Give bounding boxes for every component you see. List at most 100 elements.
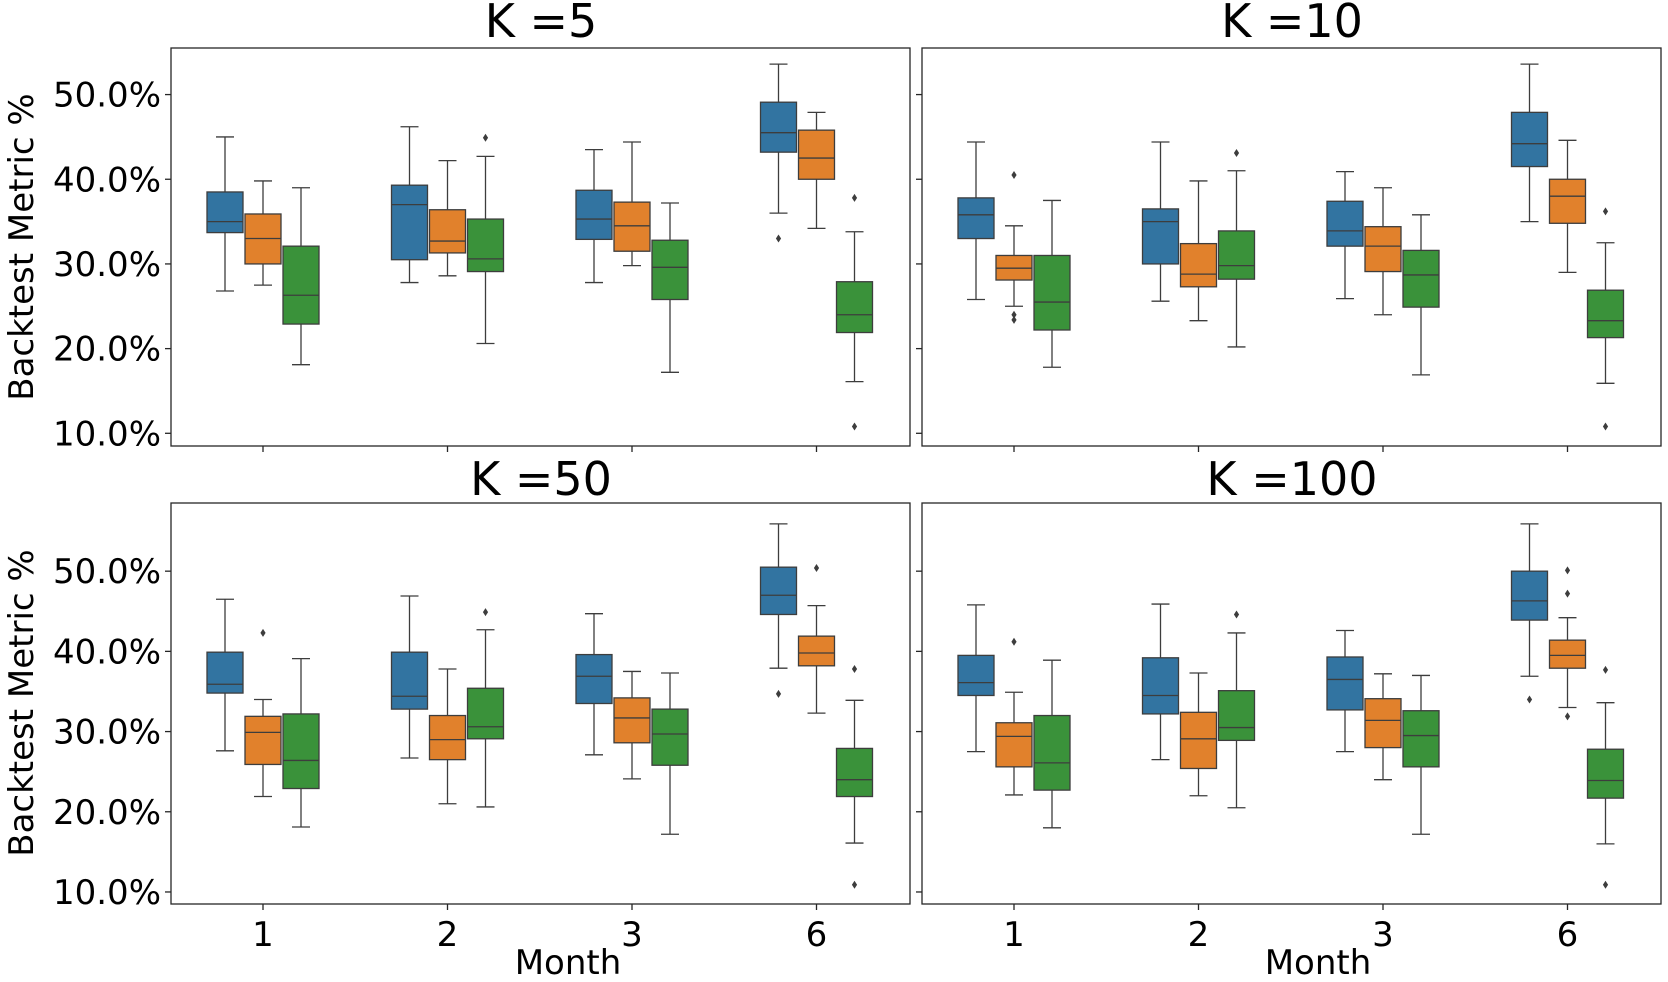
outlier-point: [813, 563, 820, 572]
outlier-point: [1233, 149, 1240, 158]
outlier-point: [1564, 712, 1571, 721]
box-body: [1548, 639, 1587, 669]
box-body: [466, 687, 505, 740]
box-series-2-month-1: [244, 180, 282, 286]
box-series-3-month-3: [651, 202, 689, 373]
box-series-2-month-3: [1364, 673, 1402, 781]
box-series-3-month-6: [835, 665, 874, 889]
x-tick-label: 1: [1003, 915, 1025, 955]
panel-title: K =50: [470, 452, 612, 506]
box-body: [575, 189, 613, 241]
box-series-2-month-1: [995, 637, 1033, 796]
panel-title: K =10: [1221, 0, 1363, 48]
box-body: [575, 653, 613, 705]
box-series-2-month-3: [613, 141, 651, 267]
outlier-point: [775, 234, 782, 243]
panel-frame: [921, 47, 1662, 447]
box-body: [759, 101, 798, 153]
panel-k10: K =10: [916, 0, 1662, 452]
box-body: [1364, 226, 1402, 273]
box-body: [1326, 656, 1364, 711]
x-tick-label: 6: [1557, 915, 1579, 955]
box-body: [282, 245, 320, 325]
box-body: [613, 201, 651, 252]
outlier-point: [1011, 637, 1017, 646]
y-axis-label-bottom: Backtest Metric %: [2, 549, 42, 856]
outlier-point: [1602, 207, 1609, 216]
panel-plot: 10.0% 20.0% 30.0% 40.0% 50.0% 1 2 3 6: [53, 523, 874, 955]
box-body: [466, 218, 505, 273]
box-body: [1217, 690, 1256, 742]
outlier-point: [260, 628, 266, 637]
box-series-1-month-6: [1510, 63, 1549, 223]
outlier-point: [851, 665, 858, 674]
box-body: [1586, 748, 1625, 799]
box-series-1-month-6: [759, 63, 798, 243]
box-series-2-month-1: [244, 628, 282, 798]
box-body: [1141, 208, 1180, 265]
x-tick-label: 2: [1188, 915, 1210, 955]
y-tick-label: 40.0%: [53, 160, 161, 200]
x-axis-label-left: Month: [515, 943, 622, 982]
box-series-3-month-6: [835, 193, 874, 431]
outlier-point: [1602, 880, 1609, 889]
box-series-2-month-2: [428, 668, 467, 805]
outlier-point: [851, 193, 858, 202]
panel-k100: K =100 1 2 3 6: [916, 452, 1662, 955]
box-series-3-month-1: [1033, 659, 1071, 829]
x-axis-label-right: Month: [1265, 943, 1372, 982]
x-tick-label: 6: [806, 915, 828, 955]
box-series-1-month-3: [1326, 170, 1364, 300]
y-tick-label: 30.0%: [53, 245, 161, 285]
box-body: [1402, 710, 1440, 768]
box-series-2-month-3: [1364, 187, 1402, 316]
box-body: [1179, 242, 1218, 288]
panel-plot: 10.0% 20.0% 30.0% 40.0% 50.0%: [53, 63, 874, 454]
outlier-point: [1564, 589, 1571, 598]
box-body: [1548, 178, 1587, 224]
outlier-point: [1526, 695, 1533, 704]
outlier-point: [1233, 610, 1240, 619]
box-series-2-month-6: [1548, 139, 1587, 274]
box-series-2-month-1: [995, 171, 1033, 324]
outlier-point: [1602, 422, 1609, 431]
x-tick-label: 3: [621, 915, 643, 955]
outlier-point: [851, 422, 858, 431]
panel-frame: [170, 502, 911, 905]
y-tick-label: 50.0%: [53, 76, 161, 116]
x-tick-label: 1: [252, 915, 274, 955]
box-series-1-month-1: [957, 604, 995, 753]
x-tick-label: 3: [1372, 915, 1394, 955]
box-body: [957, 654, 995, 697]
box-series-3-month-2: [1217, 149, 1256, 348]
box-body: [390, 651, 429, 710]
y-tick-label: 10.0%: [53, 414, 161, 454]
box-body: [282, 713, 320, 790]
box-series-3-month-6: [1586, 207, 1625, 431]
box-series-1-month-3: [575, 148, 613, 284]
panel-plot: [916, 63, 1625, 452]
y-tick-label: 50.0%: [53, 552, 161, 592]
box-body: [428, 209, 467, 254]
box-series-3-month-2: [1217, 610, 1256, 809]
box-body: [995, 722, 1033, 768]
box-body: [206, 191, 244, 234]
y-tick-label: 40.0%: [53, 632, 161, 672]
box-body: [957, 197, 995, 240]
panel-title: K =100: [1206, 452, 1377, 506]
box-body: [1217, 230, 1256, 280]
box-body: [1141, 657, 1180, 715]
outlier-point: [851, 880, 858, 889]
y-tick-label: 10.0%: [53, 873, 161, 913]
panel-frame: [921, 502, 1662, 905]
box-series-3-month-3: [651, 672, 689, 835]
outlier-point: [482, 133, 489, 142]
box-body: [1586, 289, 1625, 339]
outlier-point: [1011, 171, 1017, 180]
box-body: [797, 635, 836, 667]
box-body: [651, 239, 689, 301]
outlier-point: [1011, 315, 1017, 324]
box-series-2-month-3: [613, 670, 651, 780]
box-series-1-month-1: [206, 598, 244, 752]
